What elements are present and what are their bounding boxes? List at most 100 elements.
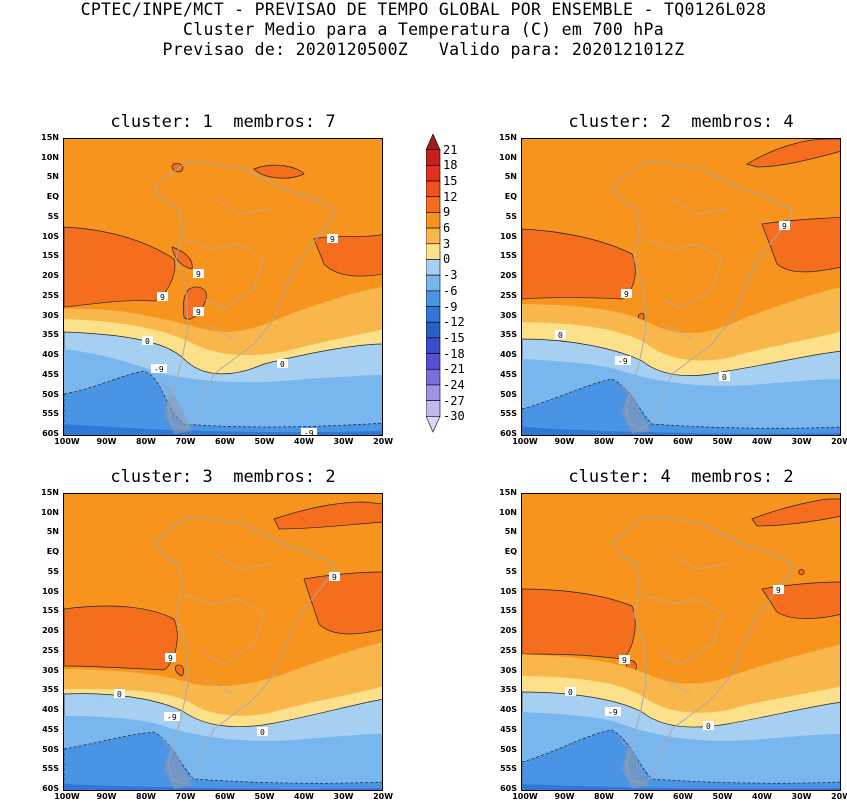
contour-label: 0 (117, 690, 122, 699)
figure-dates: Previsao de: 2020120500Z Valido para: 20… (162, 40, 685, 59)
panel-2-title: cluster: 2 membros: 4 (568, 112, 794, 132)
contour-label-box (157, 292, 168, 301)
lat-tick-label: 45S (500, 724, 517, 734)
lat-tick-label: 15S (42, 606, 59, 616)
colorbar-segment (425, 353, 441, 370)
lon-tick-label: 50W (254, 437, 275, 446)
contour-label: 9 (622, 656, 627, 665)
contour-label: -9 (304, 429, 314, 436)
patagonia-andes (159, 734, 192, 789)
warm-region (64, 226, 176, 308)
colorbar-level-label: 12 (443, 189, 458, 204)
colorbar-level-label: -30 (443, 409, 465, 424)
country-borders (641, 198, 728, 340)
contour-label: -9 (154, 365, 164, 374)
lat-tick-label: 30S (42, 665, 59, 675)
lat-tick-label: 60S (500, 429, 517, 438)
colorbar-tip-top (425, 133, 441, 150)
lat-tick-label: 45S (42, 724, 59, 734)
lon-tick-label: 80W (136, 437, 156, 446)
contour-label: -9 (167, 713, 177, 722)
lat-tick-label: 55S (42, 764, 59, 774)
colorbar-level-label: -18 (443, 346, 465, 361)
lat-tick-label: EQ (46, 547, 59, 557)
colorbar-segment (425, 368, 441, 386)
lon-tick-label: 70W (633, 437, 654, 446)
colorbar-level-label: -9 (443, 299, 458, 314)
lon-tick-label: 20W (831, 792, 847, 801)
colorbar-level-label: -6 (443, 283, 458, 298)
lat-tick-label: 50S (500, 389, 517, 399)
lat-tick-label: 25S (500, 645, 517, 655)
lon-tick-label: 20W (373, 437, 394, 446)
colorbar-level-label: 9 (443, 205, 451, 220)
contour-label: 0 (280, 360, 285, 369)
lon-tick-label: 30W (791, 437, 812, 446)
lat-tick-label: 20S (500, 271, 517, 281)
contour-label-box (257, 727, 268, 736)
lat-tick-label: 15S (500, 251, 517, 261)
contour-label: 0 (260, 728, 265, 737)
lat-tick-label: EQ (504, 547, 517, 557)
lat-tick-label: 10S (500, 586, 517, 596)
lon-tick-label: 100W (512, 437, 538, 446)
colorbar-level-label: -15 (443, 330, 465, 345)
lat-tick-label: 20S (500, 626, 517, 636)
country-borders (183, 198, 270, 340)
contour-label-box (301, 428, 317, 435)
lat-tick-label: 10N (499, 507, 517, 517)
colorbar (425, 133, 441, 446)
contour-label-box (142, 336, 153, 345)
contour-label-box (605, 707, 621, 716)
lon-tick-label: 60W (215, 437, 235, 446)
lon-tick-label: 40W (752, 437, 773, 446)
colorbar-segment (425, 196, 441, 213)
lon-tick-label: 90W (96, 792, 117, 801)
warm-region (175, 664, 184, 677)
lon-tick-label: 50W (712, 437, 733, 446)
contour-label-box (164, 712, 180, 721)
contour-label-box (619, 655, 630, 664)
contour-label: 9 (330, 235, 335, 244)
lon-tick-label: 40W (294, 792, 315, 801)
lat-tick-label: 5N (504, 172, 517, 182)
contour-label-box (773, 585, 784, 594)
lat-tick-label: 35S (500, 685, 517, 695)
lat-tick-label: 15S (42, 251, 59, 261)
lon-tick-label: 100W (512, 792, 538, 801)
lon-tick-label: 80W (136, 792, 156, 801)
lat-tick-label: 25S (42, 290, 59, 300)
colorbar-level-label: -24 (443, 377, 465, 392)
lon-tick-label: 60W (673, 792, 693, 801)
contour-label-box (193, 307, 204, 316)
lat-tick-label: 15S (500, 606, 517, 616)
warm-region (746, 139, 840, 168)
band-below-m6 (64, 731, 382, 790)
lat-tick-label: 15N (41, 133, 59, 142)
contour-label: 0 (706, 722, 711, 731)
band-below-m9 (522, 784, 840, 790)
contour-label-box (193, 269, 204, 278)
colorbar-level-label: -12 (443, 315, 465, 330)
colorbar-segment (425, 180, 441, 198)
contour-label-box (719, 372, 730, 381)
lat-tick-label: 10S (42, 231, 59, 241)
contour-label: 9 (782, 222, 787, 231)
panel-4-title: cluster: 4 membros: 2 (568, 467, 794, 487)
contour-label-box (565, 687, 576, 696)
lon-tick-label: 100W (54, 792, 80, 801)
contour-label-box (555, 330, 566, 339)
colorbar-level-label: 0 (443, 252, 451, 267)
contour-label: 9 (776, 586, 781, 595)
contour-label: 0 (145, 337, 150, 346)
lat-tick-label: 60S (500, 784, 517, 793)
lat-tick-label: 35S (42, 685, 59, 695)
colorbar-level-label: -3 (443, 268, 458, 283)
colorbar-level-label: 18 (443, 158, 458, 173)
contour-label: 9 (160, 293, 165, 302)
country-borders (641, 553, 728, 695)
colorbar-segment (425, 243, 441, 260)
band-below-m9 (522, 427, 840, 435)
south-america-outline (611, 515, 793, 785)
lat-tick-label: 20S (42, 626, 59, 636)
